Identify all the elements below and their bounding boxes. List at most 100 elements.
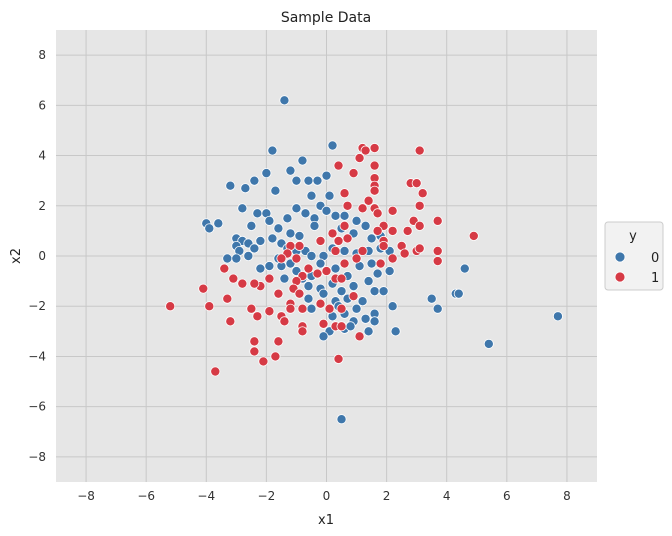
data-point-series-0 — [255, 235, 266, 246]
y-axis-label: x2 — [9, 248, 24, 264]
data-point-series-1 — [249, 346, 260, 357]
legend-marker-1 — [614, 271, 626, 283]
data-point-series-1 — [333, 160, 344, 171]
data-point-series-1 — [321, 266, 332, 277]
data-point-series-0 — [339, 210, 350, 221]
data-point-series-1 — [357, 245, 368, 256]
data-point-series-1 — [291, 253, 302, 264]
data-point-series-1 — [339, 220, 350, 231]
data-point-series-1 — [468, 230, 479, 241]
data-point-series-0 — [336, 286, 347, 297]
data-point-series-0 — [243, 250, 254, 261]
data-point-series-0 — [282, 213, 293, 224]
data-point-series-0 — [222, 253, 233, 264]
data-point-series-0 — [264, 215, 275, 226]
data-point-series-1 — [294, 288, 305, 299]
data-point-series-1 — [369, 185, 380, 196]
data-point-series-1 — [432, 215, 443, 226]
data-point-series-1 — [294, 240, 305, 251]
data-point-series-1 — [432, 245, 443, 256]
data-point-series-1 — [330, 245, 341, 256]
data-point-series-0 — [270, 185, 281, 196]
data-point-series-0 — [318, 331, 329, 342]
data-point-series-0 — [267, 233, 278, 244]
y-tick-label: −6 — [28, 400, 46, 414]
data-point-series-0 — [264, 261, 275, 272]
data-point-series-0 — [309, 220, 320, 231]
data-point-series-1 — [273, 288, 284, 299]
data-point-series-0 — [249, 175, 260, 186]
data-point-series-1 — [312, 268, 323, 279]
data-point-series-0 — [351, 215, 362, 226]
data-point-series-1 — [369, 160, 380, 171]
data-point-series-0 — [432, 303, 443, 314]
legend-label-0: 0 — [651, 251, 659, 266]
data-point-series-1 — [414, 220, 425, 231]
data-point-series-0 — [252, 208, 263, 219]
data-point-series-1 — [360, 145, 371, 156]
x-tick-label: 2 — [383, 489, 391, 503]
data-point-series-1 — [165, 301, 176, 312]
data-point-series-1 — [387, 253, 398, 264]
data-point-series-0 — [300, 208, 311, 219]
data-point-series-1 — [414, 200, 425, 211]
data-point-series-0 — [291, 175, 302, 186]
data-point-series-1 — [333, 353, 344, 364]
data-point-series-0 — [246, 220, 257, 231]
data-point-series-0 — [240, 183, 251, 194]
data-point-series-1 — [414, 145, 425, 156]
data-point-series-0 — [303, 175, 314, 186]
data-point-series-1 — [210, 366, 221, 377]
y-tick-label: −8 — [28, 450, 46, 464]
data-point-series-0 — [213, 218, 224, 229]
data-point-series-0 — [336, 414, 347, 425]
data-point-series-1 — [315, 298, 326, 309]
y-tick-label: 4 — [38, 149, 46, 163]
y-tick-label: 2 — [38, 199, 46, 213]
data-point-series-1 — [324, 303, 335, 314]
data-point-series-1 — [327, 228, 338, 239]
data-point-series-1 — [342, 233, 353, 244]
data-point-series-0 — [360, 313, 371, 324]
data-point-series-0 — [348, 281, 359, 292]
data-point-series-0 — [273, 223, 284, 234]
data-point-series-1 — [249, 278, 260, 289]
legend-marker-0 — [614, 251, 626, 263]
x-tick-label: 4 — [443, 489, 451, 503]
data-point-series-0 — [426, 293, 437, 304]
data-point-series-0 — [297, 155, 308, 166]
data-point-series-0 — [339, 245, 350, 256]
data-point-series-0 — [459, 263, 470, 274]
data-point-series-1 — [336, 273, 347, 284]
data-point-series-1 — [276, 253, 287, 264]
data-point-series-1 — [258, 356, 269, 367]
data-point-series-0 — [321, 170, 332, 181]
data-point-series-1 — [375, 258, 386, 269]
data-point-series-1 — [198, 283, 209, 294]
data-point-series-0 — [330, 210, 341, 221]
data-points — [165, 95, 563, 425]
data-point-series-0 — [324, 190, 335, 201]
data-point-series-1 — [249, 336, 260, 347]
data-point-series-1 — [387, 225, 398, 236]
data-point-series-1 — [354, 153, 365, 164]
x-tick-label: −6 — [137, 489, 155, 503]
data-point-series-1 — [303, 263, 314, 274]
data-point-series-1 — [351, 253, 362, 264]
data-point-series-1 — [297, 303, 308, 314]
data-point-series-0 — [372, 268, 383, 279]
data-point-series-1 — [432, 256, 443, 267]
legend: y 0 1 — [604, 221, 664, 291]
data-point-series-1 — [339, 258, 350, 269]
data-point-series-1 — [369, 143, 380, 154]
data-point-series-0 — [330, 263, 341, 274]
data-point-series-1 — [414, 243, 425, 254]
data-point-series-0 — [366, 233, 377, 244]
data-point-series-1 — [348, 291, 359, 302]
data-point-series-1 — [264, 306, 275, 317]
x-tick-label: −8 — [77, 489, 95, 503]
data-point-series-1 — [342, 200, 353, 211]
data-point-series-1 — [252, 311, 263, 322]
data-point-series-0 — [306, 190, 317, 201]
